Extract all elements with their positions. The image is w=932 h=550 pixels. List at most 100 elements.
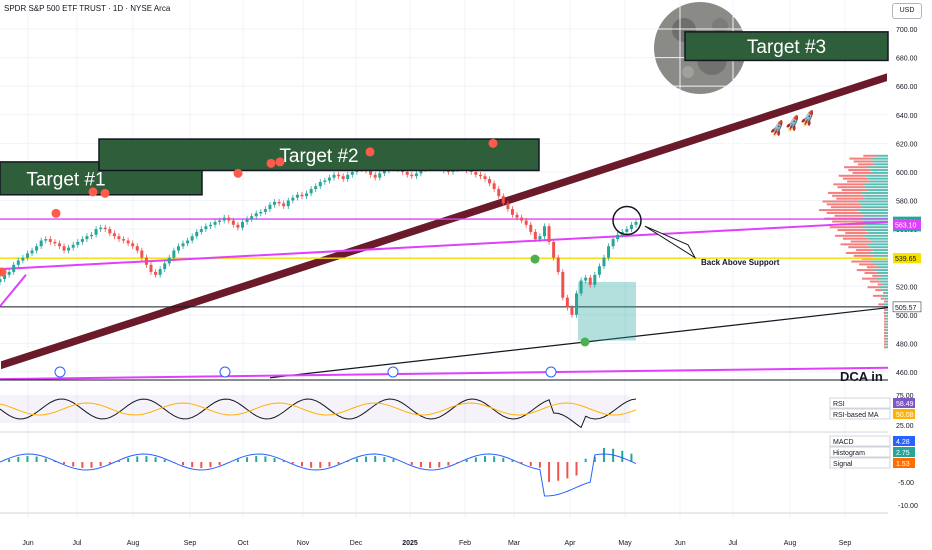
candle-body (382, 170, 386, 174)
volume-bar (878, 303, 884, 306)
macd-value-box (893, 436, 915, 446)
candle-body (57, 243, 61, 247)
volume-bar (840, 243, 867, 246)
macd-histogram-bar (117, 460, 120, 462)
chart-title: SPDR S&P 500 ETF TRUST · 1D · NYSE Arca (4, 4, 171, 13)
macd-histogram-bar (419, 462, 422, 468)
demand-zone (578, 281, 636, 341)
candle-body (167, 257, 171, 264)
target-label: Target #3 (747, 37, 826, 58)
candle-body (332, 174, 336, 178)
rsi-band (0, 395, 630, 423)
volume-bar (883, 303, 888, 306)
candle-body (195, 231, 199, 237)
volume-bar (869, 280, 880, 283)
rsi-ma-line (0, 402, 637, 416)
macd-histogram-bar (538, 462, 541, 468)
volume-bar (884, 326, 887, 329)
volume-bar (830, 206, 863, 209)
candle-body (602, 257, 606, 267)
volume-bar (850, 240, 872, 243)
volume-bar (836, 197, 865, 200)
macd-histogram-bar (63, 462, 66, 465)
candle-body (227, 217, 231, 221)
histogram-value: 2.75 (896, 450, 910, 457)
volume-bar (842, 177, 868, 180)
candle-body (488, 179, 492, 184)
candle-body (561, 271, 565, 298)
volume-bar (877, 271, 888, 274)
volume-bar (868, 231, 888, 234)
currency-button[interactable]: USD (892, 3, 922, 19)
volume-bar (874, 163, 888, 166)
target-label: Target #1 (26, 169, 105, 190)
candle-body (323, 180, 327, 182)
macd-histogram-bar (593, 456, 596, 462)
candle-body (538, 236, 542, 240)
volume-bar (884, 343, 887, 346)
volume-bar (886, 320, 888, 323)
macd-histogram-bar (99, 462, 102, 467)
candle-body (305, 193, 309, 197)
candle-body (149, 264, 153, 272)
y-tick-label: 500.00 (896, 313, 918, 320)
rsi-ma-value: 50.08 (896, 412, 914, 419)
price-axis[interactable]: 700.00 680.00 660.00 640.00 620.00 600.00 580.… (892, 27, 922, 510)
volume-bar (884, 320, 887, 323)
macd-label-box (829, 435, 891, 447)
volume-bar (883, 311, 887, 314)
histogram-label: Histogram (833, 450, 865, 457)
volume-bar (829, 226, 862, 229)
rsi-tick-label: 75.00 (896, 393, 914, 400)
volume-bar (867, 237, 888, 240)
macd-histogram-bar (163, 459, 166, 462)
macd-histogram-bar (566, 462, 569, 479)
x-tick-label: Dec (350, 540, 363, 547)
volume-bar (870, 246, 888, 249)
macd-histogram-bar (502, 457, 505, 462)
volume-bar (863, 154, 877, 157)
macd-histogram-bar (182, 462, 185, 466)
candle-body (218, 220, 222, 222)
dca-label: DCA in (840, 369, 883, 384)
arrow-icon (644, 225, 697, 260)
volume-bar (833, 183, 864, 186)
histogram-label-box (829, 446, 891, 458)
time-axis[interactable]: Jun Jul Aug Sep Oct Nov Dec 2025 Feb Mar Apr May Jun… (22, 540, 851, 547)
candle-body (21, 257, 25, 261)
candle-body (122, 239, 126, 241)
candle-body (94, 229, 98, 235)
volume-bar (876, 154, 888, 157)
volume-bar (884, 337, 887, 340)
volume-bar (860, 191, 888, 194)
y-tick-label: 660.00 (896, 84, 918, 91)
candle-body (186, 240, 190, 244)
volume-bar (872, 160, 888, 163)
volume-bar (832, 194, 863, 197)
sell-signal (365, 147, 375, 157)
channel-edge (0, 68, 889, 359)
candle-body (158, 269, 162, 275)
candle-body (547, 226, 551, 242)
volume-bar (862, 220, 888, 223)
volume-bar (877, 283, 884, 286)
volume-bar (865, 186, 888, 189)
volume-bar (882, 289, 888, 292)
candle-body (300, 194, 304, 197)
candle-body (318, 181, 322, 187)
candle-body (314, 186, 318, 190)
candle-body (140, 250, 144, 258)
candle-body (286, 200, 290, 207)
volume-bar (872, 171, 888, 174)
rsi-line (0, 398, 637, 429)
candle-body (236, 224, 240, 228)
signal-label: Signal (833, 461, 853, 468)
macd-histogram-bar (90, 462, 93, 468)
volume-bar (856, 249, 874, 252)
rsi-value-box (893, 398, 915, 408)
candle-body (492, 183, 496, 190)
volume-bar (886, 334, 888, 337)
volume-bar (868, 166, 888, 169)
volume-bar (876, 277, 888, 280)
